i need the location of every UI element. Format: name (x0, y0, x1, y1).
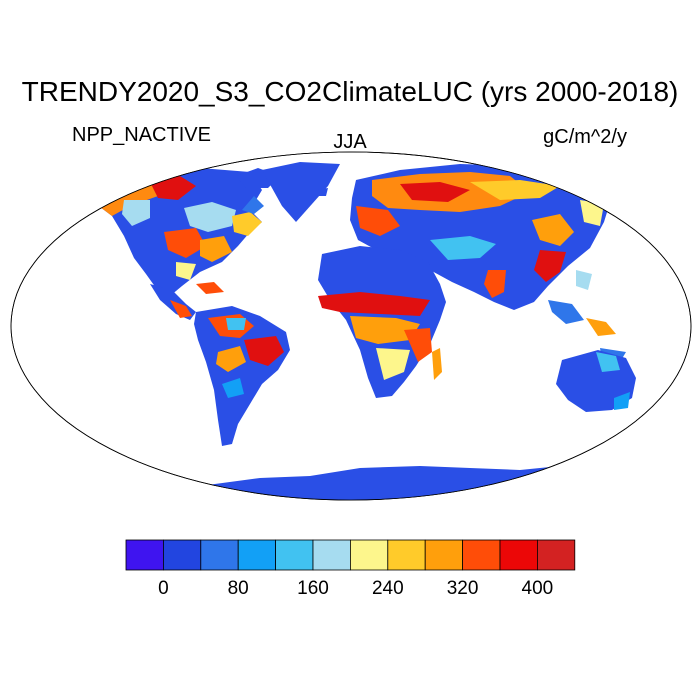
colorbar-swatch (462, 539, 501, 571)
units-label: gC/m^2/y (543, 126, 627, 148)
colorbar-tick-label: 160 (297, 578, 329, 599)
colorbar-tick-label: 0 (158, 578, 169, 599)
colorbar-swatch (237, 539, 276, 571)
variable-label: NPP_NACTIVE (72, 124, 211, 146)
colorbar-swatch (125, 539, 164, 571)
colorbar-swatch (537, 539, 576, 571)
south-america-region (194, 306, 290, 446)
colorbar-swatch (275, 539, 314, 571)
colorbar-swatch (387, 539, 426, 571)
season-label: JJA (333, 131, 367, 153)
colorbar-tick-label: 240 (371, 578, 404, 599)
madagascar-region (432, 348, 442, 380)
colorbar-tick-label: 400 (521, 578, 554, 599)
eurasia-region (350, 164, 612, 310)
greenland-region (262, 162, 340, 222)
colorbar-swatch (499, 539, 538, 571)
colorbar-swatch (424, 539, 464, 571)
colorbar-swatch (349, 539, 389, 571)
australia-region (556, 350, 636, 412)
colorbar-tick-label: 80 (227, 578, 249, 599)
colorbar-tick-label: 320 (446, 578, 479, 599)
colorbar-swatch (200, 539, 239, 571)
colorbar-swatch (162, 539, 202, 571)
africa-region (318, 246, 446, 398)
map-title: TRENDY2020_S3_CO2ClimateLUC (yrs 2000-20… (21, 76, 679, 107)
colorbar-swatch (312, 539, 351, 571)
